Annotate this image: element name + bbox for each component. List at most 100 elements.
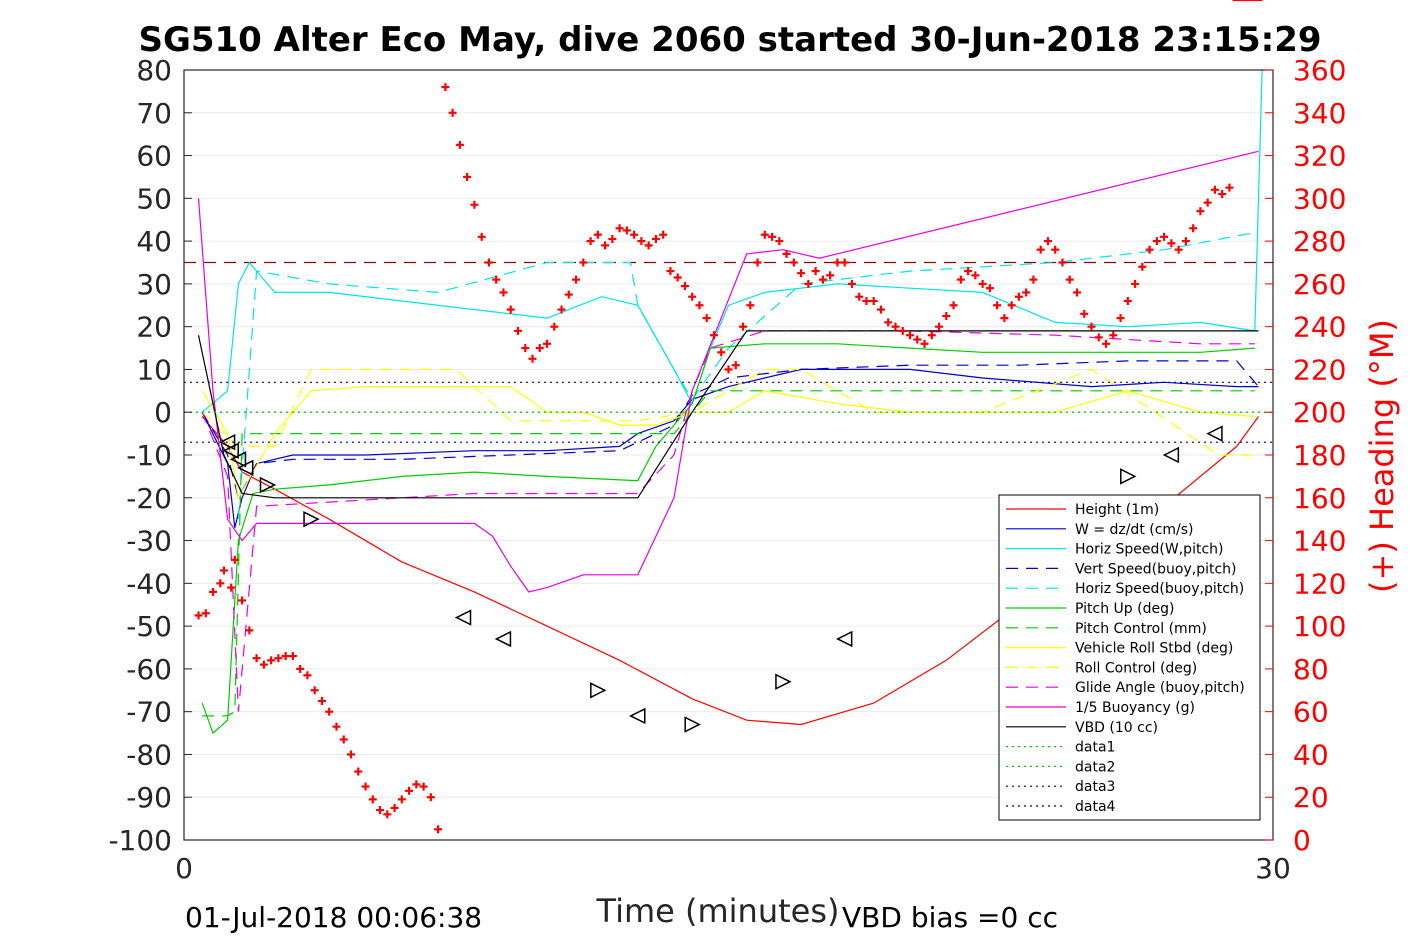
- left-tick-label: -40: [126, 567, 172, 600]
- heading-point: [913, 335, 922, 344]
- markers-layer: [194, 0, 1263, 834]
- left-tick-label: -60: [126, 653, 172, 686]
- heading-point: [840, 258, 849, 267]
- heading-point: [194, 611, 203, 620]
- right-tick-label: 180: [1293, 439, 1346, 472]
- right-tick-label: 200: [1293, 396, 1346, 429]
- heading-point: [274, 654, 283, 663]
- left-tick-label: 60: [136, 140, 172, 173]
- left-tick-label: -50: [126, 610, 172, 643]
- heading-point: [1203, 198, 1212, 207]
- triangle-marker: [229, 451, 247, 468]
- right-tick-label: 280: [1293, 225, 1346, 258]
- left-tick-label: 10: [136, 353, 172, 386]
- heading-point: [659, 230, 668, 239]
- heading-point: [1029, 275, 1038, 284]
- legend-entry: data1: [1075, 740, 1115, 756]
- legend-entry: data2: [1075, 759, 1115, 775]
- heading-point: [1131, 279, 1140, 288]
- heading-point: [1072, 288, 1081, 297]
- heading-point: [906, 331, 914, 340]
- heading-point: [441, 83, 450, 92]
- right-tick-label: 220: [1293, 353, 1346, 386]
- triangle-marker: [590, 682, 607, 699]
- x-tick-label: 30: [1255, 852, 1291, 885]
- heading-point: [666, 267, 675, 276]
- triangle-marker: [1206, 425, 1223, 442]
- heading-point: [303, 671, 312, 680]
- heading-point: [789, 258, 798, 267]
- legend-entry: Horiz Speed(buoy,pitch): [1075, 581, 1244, 597]
- left-tick-label: 40: [136, 225, 172, 258]
- heading-point: [876, 305, 885, 314]
- heading-point: [579, 258, 588, 267]
- right-tick-label: 300: [1293, 182, 1346, 215]
- series-line-6: [202, 390, 1255, 717]
- heading-point: [630, 230, 639, 239]
- heading-point: [601, 241, 610, 250]
- heading-point: [339, 735, 348, 744]
- legend-entry: W = dz/dt (cm/s): [1075, 522, 1194, 538]
- heading-point: [862, 297, 871, 305]
- heading-point: [847, 279, 856, 288]
- legend-entry: data3: [1075, 779, 1115, 795]
- series-line-9: [201, 330, 1255, 712]
- series-line-4: [237, 232, 1255, 520]
- triangle-marker: [1120, 468, 1137, 485]
- right-tick-label: 120: [1293, 567, 1346, 600]
- heading-point: [506, 305, 515, 314]
- legend-entry: Pitch Up (deg): [1075, 601, 1174, 617]
- right-tick-label: 140: [1293, 525, 1346, 558]
- heading-point: [346, 750, 355, 759]
- heading-point: [361, 782, 370, 791]
- heading-point: [288, 652, 297, 661]
- heading-point: [760, 230, 769, 239]
- left-tick-label: -20: [126, 482, 172, 515]
- left-tick-label: -10: [126, 439, 172, 472]
- heading-point: [731, 361, 740, 370]
- heading-point: [434, 825, 443, 834]
- heading-point: [949, 301, 958, 310]
- heading-point: [1043, 237, 1052, 246]
- triangle-marker: [259, 476, 277, 494]
- right-tick-label: 20: [1293, 781, 1329, 814]
- heading-point: [804, 279, 813, 288]
- heading-point: [680, 282, 689, 291]
- heading-point: [412, 780, 421, 789]
- heading-point: [768, 232, 777, 241]
- heading-point: [927, 331, 936, 340]
- x-axis-label: Time (minutes): [596, 892, 840, 930]
- heading-point: [1181, 237, 1190, 246]
- heading-point: [702, 314, 711, 323]
- triangle-marker: [218, 433, 236, 451]
- footer-timestamp: 01-Jul-2018 00:06:38: [185, 901, 482, 934]
- heading-point: [332, 722, 341, 731]
- heading-point: [383, 810, 392, 819]
- heading-point: [513, 326, 522, 335]
- heading-point: [550, 322, 559, 331]
- heading-point: [615, 224, 624, 233]
- heading-point: [390, 803, 399, 812]
- right-tick-label: 320: [1293, 140, 1346, 173]
- heading-point: [651, 234, 660, 243]
- right-tick-label: 240: [1293, 311, 1346, 344]
- heading-point: [477, 232, 486, 241]
- heading-point: [775, 237, 784, 246]
- heading-point: [826, 271, 835, 280]
- triangle-marker: [775, 673, 792, 690]
- heading-point: [368, 795, 377, 804]
- left-tick-label: -90: [126, 781, 172, 814]
- heading-point: [238, 596, 247, 605]
- legend-entry: Pitch Control (mm): [1075, 621, 1207, 637]
- legend-entry: 1/5 Buoyancy (g): [1075, 700, 1195, 716]
- heading-point: [521, 344, 530, 353]
- heading-point: [317, 696, 326, 705]
- heading-point: [746, 301, 755, 310]
- heading-point: [310, 686, 319, 695]
- heading-point: [528, 354, 537, 363]
- heading-point: [1160, 232, 1169, 241]
- heading-point: [564, 290, 573, 299]
- heading-point: [1210, 185, 1219, 194]
- legend-entry: Glide Angle (buoy,pitch): [1075, 680, 1245, 696]
- heading-point: [1036, 245, 1045, 254]
